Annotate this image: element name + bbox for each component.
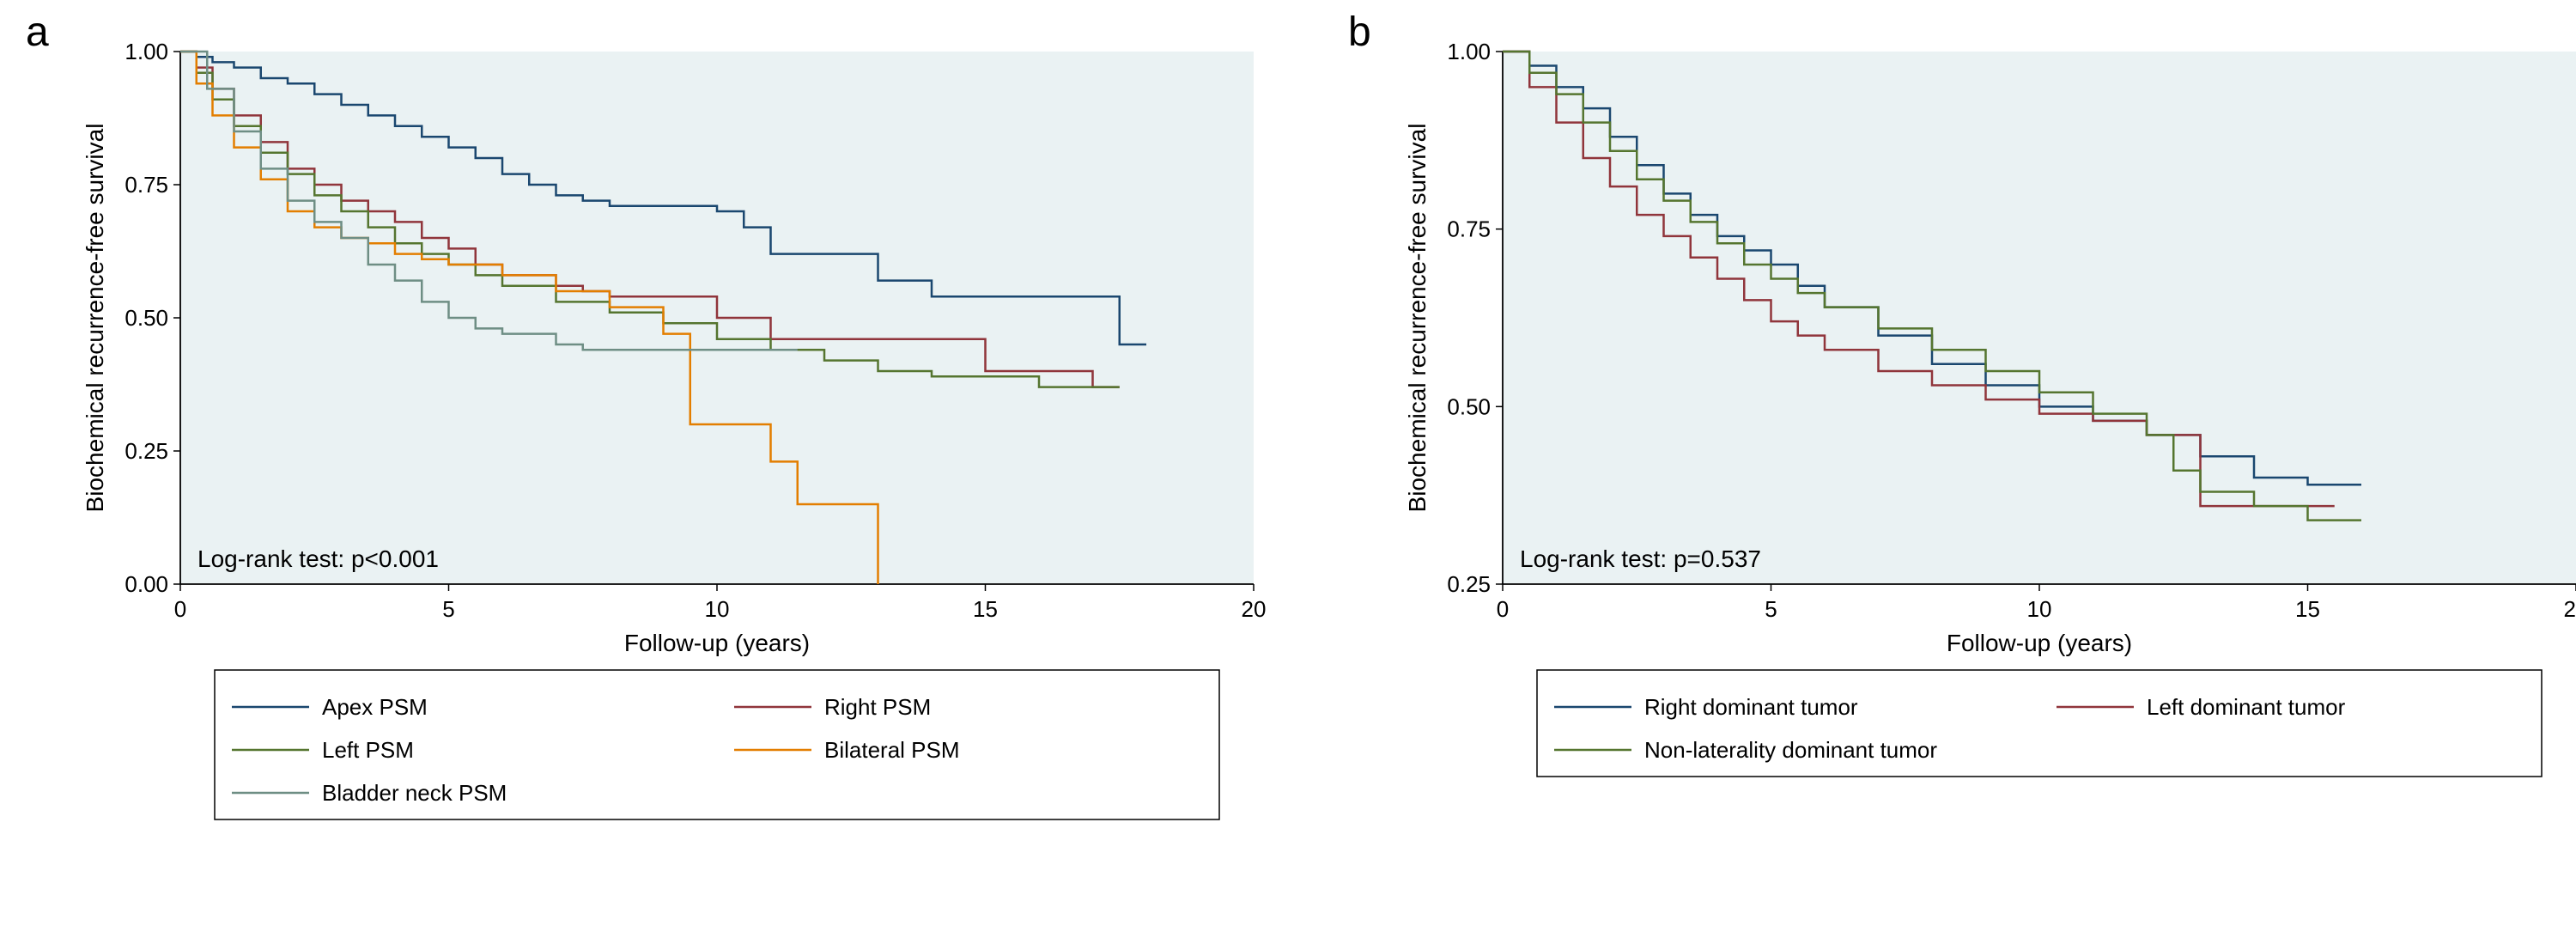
svg-text:Right PSM: Right PSM bbox=[824, 694, 931, 720]
svg-text:1.00: 1.00 bbox=[1447, 39, 1491, 64]
svg-text:Bilateral PSM: Bilateral PSM bbox=[824, 737, 960, 763]
svg-text:Right dominant tumor: Right dominant tumor bbox=[1644, 694, 1858, 720]
panel-a-label: a bbox=[26, 9, 49, 56]
svg-text:5: 5 bbox=[442, 596, 454, 622]
svg-text:0: 0 bbox=[1497, 596, 1509, 622]
svg-text:5: 5 bbox=[1765, 596, 1777, 622]
svg-text:0: 0 bbox=[174, 596, 186, 622]
panel-b-label: b bbox=[1348, 9, 1371, 56]
svg-text:Log-rank test: p=0.537: Log-rank test: p=0.537 bbox=[1520, 545, 1761, 572]
svg-text:1.00: 1.00 bbox=[125, 39, 168, 64]
svg-text:15: 15 bbox=[2295, 596, 2320, 622]
svg-text:10: 10 bbox=[2027, 596, 2052, 622]
svg-text:Left PSM: Left PSM bbox=[322, 737, 414, 763]
panel-b-chart: 0.25 0.50 0.75 1.00 0 5 10 15 20 Log-rank test: p… bbox=[1391, 26, 2576, 785]
svg-text:Biochemical recurrence-free su: Biochemical recurrence-free survival bbox=[82, 124, 108, 513]
svg-text:Apex PSM: Apex PSM bbox=[322, 694, 428, 720]
svg-text:20: 20 bbox=[1242, 596, 1267, 622]
svg-text:Biochemical recurrence-free su: Biochemical recurrence-free survival bbox=[1404, 124, 1431, 513]
svg-text:0.75: 0.75 bbox=[1447, 216, 1491, 242]
panel-a-chart: 0.00 0.25 0.50 0.75 1.00 0 5 10 15 20 Log-rank tes… bbox=[69, 26, 1288, 828]
svg-text:Non-laterality dominant tumor: Non-laterality dominant tumor bbox=[1644, 737, 1937, 763]
figure-container: a 0.000.250.500.751.0005101520Log-rank t… bbox=[17, 17, 2559, 828]
panel-a: a 0.000.250.500.751.0005101520Log-rank t… bbox=[17, 17, 1288, 828]
svg-text:10: 10 bbox=[705, 596, 730, 622]
svg-text:Bladder neck PSM: Bladder neck PSM bbox=[322, 780, 507, 806]
svg-text:0.25: 0.25 bbox=[1447, 571, 1491, 597]
svg-text:Log-rank test: p<0.001: Log-rank test: p<0.001 bbox=[197, 545, 439, 572]
svg-text:0.50: 0.50 bbox=[125, 305, 168, 331]
svg-text:0.50: 0.50 bbox=[1447, 393, 1491, 419]
svg-text:0.75: 0.75 bbox=[125, 172, 168, 198]
svg-text:15: 15 bbox=[973, 596, 998, 622]
panel-b: b 0.250.500.751.0005101520Log-rank test:… bbox=[1340, 17, 2576, 828]
svg-text:0.00: 0.00 bbox=[125, 571, 168, 597]
svg-text:20: 20 bbox=[2564, 596, 2576, 622]
svg-text:Follow-up (years): Follow-up (years) bbox=[1947, 630, 2132, 656]
svg-text:Follow-up (years): Follow-up (years) bbox=[624, 630, 810, 656]
svg-text:0.25: 0.25 bbox=[125, 438, 168, 464]
svg-text:Left dominant tumor: Left dominant tumor bbox=[2147, 694, 2346, 720]
